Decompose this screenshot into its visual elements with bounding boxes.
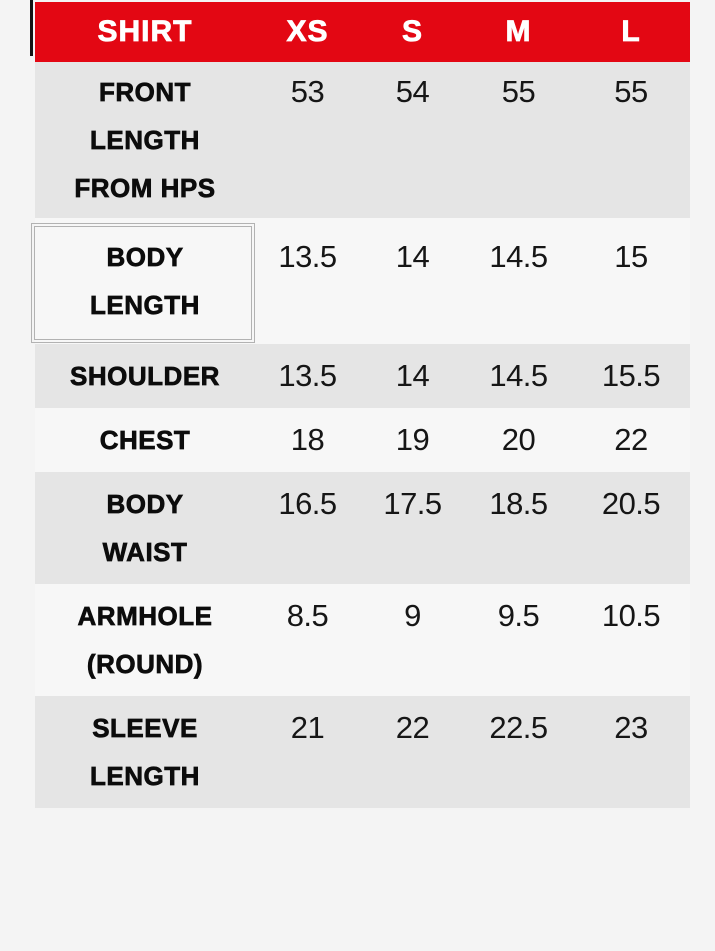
cell-body-waist-l: 20.5 [601, 486, 661, 521]
cell-body-waist-xs: 16.5 [278, 486, 337, 521]
cell-sleeve-length-l: 23 [614, 710, 648, 745]
row-label-line: LENGTH [90, 761, 200, 792]
cell-body-length-xs: 13.5 [278, 239, 337, 274]
row-label-armhole: ARMHOLE (ROUND) [35, 592, 255, 688]
cell-sleeve-length-s: 22 [395, 710, 430, 745]
row-label-sleeve-length: SLEEVE LENGTH [35, 704, 255, 800]
table-row-body-waist: BODY WAIST 16.5 17.5 18.5 20.5 [35, 472, 690, 584]
cell-shoulder-l: 15.5 [601, 358, 661, 393]
header-shirt: SHIRT [97, 15, 193, 49]
cell-body-length-m: 14.5 [489, 239, 548, 274]
cell-sleeve-length-xs: 21 [290, 710, 325, 745]
table-row-body-length: BODY LENGTH 13.5 14 14.5 15 [35, 218, 690, 344]
cursor-mark [30, 0, 33, 56]
selection-outline[interactable] [31, 223, 255, 343]
header-size-l: L [621, 15, 641, 49]
cell-armhole-m: 9.5 [497, 598, 540, 633]
table-row-sleeve-length: SLEEVE LENGTH 21 22 22.5 23 [35, 696, 690, 808]
cell-armhole-l: 10.5 [601, 598, 661, 633]
header-size-m: M [505, 15, 532, 49]
row-label-line: SHOULDER [70, 361, 220, 392]
table-header-row: SHIRT XS S M L [35, 2, 690, 62]
row-label-line: LENGTH [90, 290, 200, 321]
row-label-line: CHEST [99, 425, 191, 456]
cell-front-length-s: 54 [395, 74, 430, 109]
size-chart-table: SHIRT XS S M L FRONT LENGTH FROM HPS 53 … [35, 2, 690, 808]
row-label-line: LENGTH [90, 125, 200, 156]
table-row-front-length: FRONT LENGTH FROM HPS 53 54 55 55 [35, 62, 690, 218]
table-row-chest: CHEST 18 19 20 22 [35, 408, 690, 472]
cell-shoulder-m: 14.5 [489, 358, 548, 393]
header-size-xs: XS [286, 15, 329, 49]
cell-shoulder-xs: 13.5 [278, 358, 337, 393]
cell-armhole-s: 9 [404, 598, 421, 633]
row-label-line: (ROUND) [86, 649, 204, 680]
row-label-line: SLEEVE [92, 713, 198, 744]
row-label-line: BODY [106, 489, 184, 520]
table-row-shoulder: SHOULDER 13.5 14 14.5 15.5 [35, 344, 690, 408]
cell-body-waist-m: 18.5 [489, 486, 548, 521]
row-label-line: WAIST [102, 537, 188, 568]
row-label-line: BODY [106, 242, 184, 273]
cell-chest-xs: 18 [290, 422, 325, 457]
row-label-line: FRONT [98, 77, 192, 108]
row-label-line: FROM HPS [74, 173, 216, 204]
cell-front-length-xs: 53 [290, 74, 325, 109]
row-label-shoulder: SHOULDER [35, 352, 255, 400]
header-size-s: S [401, 15, 423, 49]
row-label-body-waist: BODY WAIST [35, 480, 255, 576]
cell-shoulder-s: 14 [395, 358, 430, 393]
row-label-line: ARMHOLE [77, 601, 213, 632]
cell-chest-l: 22 [614, 422, 648, 457]
cell-body-length-l: 15 [614, 239, 648, 274]
row-label-front-length: FRONT LENGTH FROM HPS [35, 68, 255, 212]
cell-chest-s: 19 [395, 422, 430, 457]
cell-body-waist-s: 17.5 [383, 486, 442, 521]
cell-sleeve-length-m: 22.5 [489, 710, 548, 745]
table-row-armhole: ARMHOLE (ROUND) 8.5 9 9.5 10.5 [35, 584, 690, 696]
cell-body-length-s: 14 [395, 239, 430, 274]
row-label-body-length: BODY LENGTH [35, 233, 255, 329]
cell-armhole-xs: 8.5 [286, 598, 329, 633]
cell-front-length-m: 55 [501, 74, 536, 109]
row-label-chest: CHEST [35, 416, 255, 464]
cell-chest-m: 20 [501, 422, 536, 457]
cell-front-length-l: 55 [614, 74, 648, 109]
